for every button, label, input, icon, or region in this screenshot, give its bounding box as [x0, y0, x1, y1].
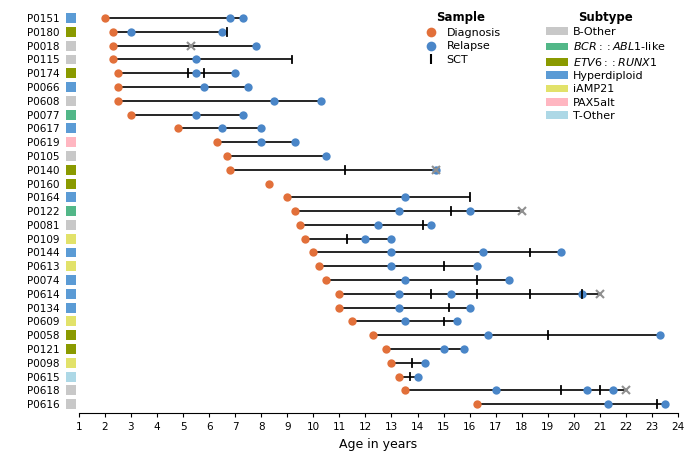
- Bar: [66, 386, 76, 395]
- Bar: [66, 55, 76, 64]
- Bar: [66, 399, 76, 409]
- Bar: [66, 96, 76, 106]
- Bar: [66, 110, 76, 120]
- Bar: [66, 206, 76, 216]
- Bar: [66, 82, 76, 92]
- Bar: [66, 358, 76, 368]
- Bar: [66, 192, 76, 202]
- Bar: [66, 234, 76, 244]
- Bar: [66, 179, 76, 189]
- Bar: [66, 151, 76, 161]
- Bar: [66, 68, 76, 78]
- Bar: [66, 165, 76, 175]
- Bar: [66, 41, 76, 50]
- Bar: [66, 247, 76, 257]
- Bar: [66, 220, 76, 230]
- Bar: [66, 261, 76, 271]
- Bar: [66, 316, 76, 326]
- X-axis label: Age in years: Age in years: [339, 438, 418, 451]
- Bar: [66, 289, 76, 299]
- Bar: [66, 275, 76, 285]
- Bar: [66, 123, 76, 134]
- Bar: [66, 302, 76, 313]
- Bar: [66, 27, 76, 37]
- Bar: [66, 344, 76, 354]
- Bar: [66, 13, 76, 23]
- Bar: [66, 137, 76, 147]
- Legend: B-Other, $BCR::ABL1$-like, $ETV6::RUNX1$, Hyperdiploid, iAMP21, PAX5alt, T-Other: B-Other, $BCR::ABL1$-like, $ETV6::RUNX1$…: [546, 11, 665, 121]
- Bar: [66, 372, 76, 381]
- Bar: [66, 330, 76, 340]
